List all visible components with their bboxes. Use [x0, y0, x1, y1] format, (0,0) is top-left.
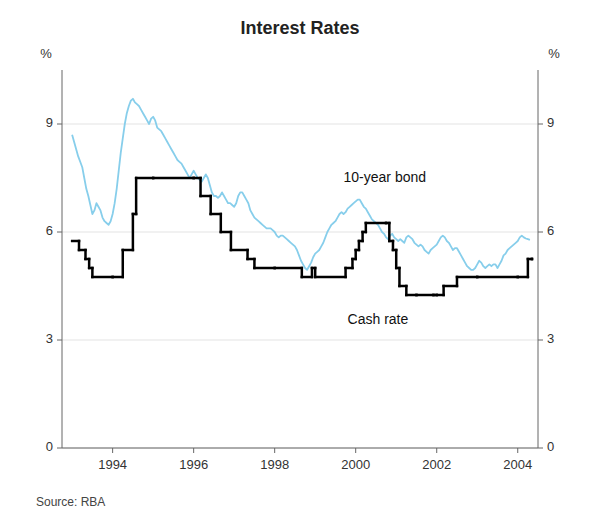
x-tick-label: 1994 [98, 457, 127, 472]
step-segment [211, 213, 221, 216]
x-tick [274, 448, 275, 453]
step-segment [254, 267, 274, 270]
y2-tick [538, 124, 543, 125]
y-tick-label: 0 [46, 439, 53, 454]
x-tick [193, 448, 194, 453]
step-segment [275, 267, 302, 270]
x-tick-label: 2000 [341, 457, 370, 472]
annotation: Cash rate [348, 311, 409, 327]
step-segment [406, 294, 416, 297]
step-segment [85, 258, 89, 261]
step-segment [396, 267, 399, 270]
step-segment [72, 240, 79, 243]
annotation: 10-year bond [344, 169, 427, 185]
chart: Interest Rates 0 3 6 9 0 3 6 9 1994 1996 1998 2000 20… [0, 0, 600, 520]
y2-tick [538, 340, 543, 341]
grid-line [62, 448, 538, 449]
step-segment [221, 231, 231, 234]
step-segment [356, 249, 359, 252]
grid-line [62, 124, 538, 125]
step-segment [528, 258, 532, 261]
step-segment [153, 177, 194, 180]
step-segment [194, 177, 201, 180]
y-tick-label: 6 [46, 223, 53, 238]
step-segment [312, 267, 315, 270]
y2-axis-label: % [548, 46, 560, 61]
grid-line [62, 340, 538, 341]
step-segment [302, 276, 312, 279]
step-segment [315, 276, 345, 279]
step-segment [444, 285, 457, 288]
step-segment [416, 294, 433, 297]
step-segment [437, 294, 444, 297]
step-segment [113, 276, 123, 279]
x-tick [355, 448, 356, 453]
series-group [72, 99, 532, 295]
step-segment [248, 258, 255, 261]
axes: 0 3 6 9 0 3 6 9 1994 1996 1998 2000 2002 2004 [46, 70, 554, 472]
step-segment [399, 285, 406, 288]
step-segment [346, 267, 353, 270]
x-tick [517, 448, 518, 453]
step-segment [518, 276, 528, 279]
step-segment [477, 276, 518, 279]
x-tick-label: 1996 [179, 457, 208, 472]
y2-tick [538, 448, 543, 449]
step-segment [89, 267, 92, 270]
x-axis-line [62, 448, 538, 449]
title: Interest Rates [240, 18, 359, 38]
source: Source: RBA [36, 495, 105, 509]
x-tick [112, 448, 113, 453]
x-tick-label: 2002 [422, 457, 451, 472]
step-segment [123, 249, 133, 252]
step-segment [363, 231, 366, 234]
y-tick-label: 3 [46, 331, 53, 346]
step-segment [366, 222, 386, 225]
step-segment [92, 276, 112, 279]
y2-tick-label: 3 [547, 331, 554, 346]
x-tick-label: 1998 [260, 457, 289, 472]
y-tick [57, 448, 62, 449]
step-segment [393, 249, 396, 252]
step-segment [389, 240, 393, 243]
step-series [72, 178, 532, 295]
x-tick [436, 448, 437, 453]
step-segment [133, 213, 136, 216]
y2-tick [538, 232, 543, 233]
y-axis-label: % [40, 46, 52, 61]
y-axis-line [62, 70, 63, 448]
x-tick-label: 2004 [503, 457, 532, 472]
step-segment [231, 249, 248, 252]
y-tick [57, 232, 62, 233]
y-tick [57, 340, 62, 341]
y2-tick-label: 9 [547, 115, 554, 130]
step-riser [79, 178, 532, 295]
step-segment [359, 240, 363, 243]
y2-tick-label: 6 [547, 223, 554, 238]
y-tick-label: 9 [46, 115, 53, 130]
y2-tick-label: 0 [547, 439, 554, 454]
grid [62, 124, 538, 448]
step-segment [352, 258, 355, 261]
step-segment [386, 222, 389, 225]
y-tick [57, 124, 62, 125]
step-segment [79, 249, 85, 252]
step-segment [201, 195, 211, 198]
step-segment [457, 276, 477, 279]
y2-axis-line [538, 70, 539, 448]
step-segment [136, 177, 153, 180]
line-series [72, 99, 530, 270]
